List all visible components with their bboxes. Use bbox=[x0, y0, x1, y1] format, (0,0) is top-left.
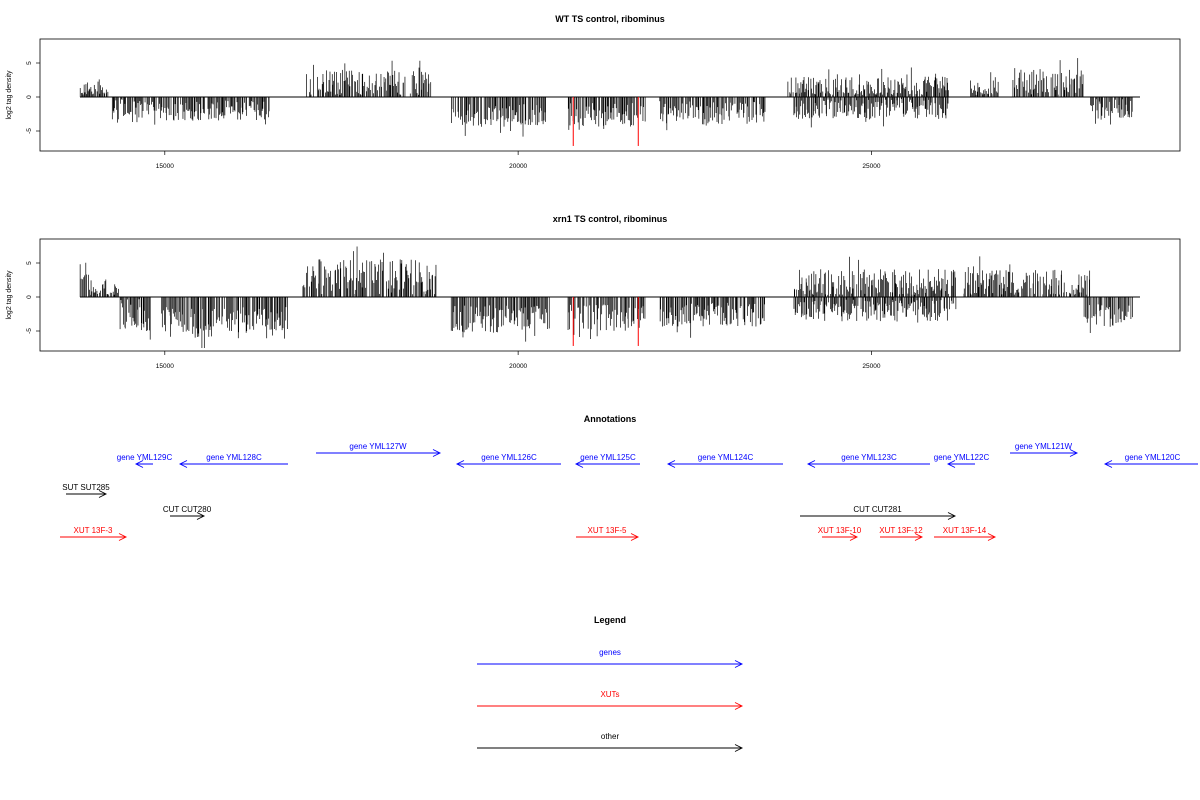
legend-title: Legend bbox=[594, 615, 626, 625]
annotation-arrow bbox=[1010, 449, 1079, 457]
annotation-arrow bbox=[316, 449, 442, 457]
annotation-items: gene YML129C gene YML128C gene YML127W gene… bbox=[60, 442, 1198, 541]
x-tick-label: 15000 bbox=[156, 163, 174, 170]
wt-track-title: WT TS control, ribominus bbox=[555, 14, 665, 24]
legend-arrow-xut bbox=[477, 702, 744, 710]
y-tick-label: 0 bbox=[26, 95, 33, 99]
legend-label-gene: genes bbox=[599, 648, 621, 657]
annotation-label: CUT CUT280 bbox=[163, 505, 212, 514]
annotation-arrow bbox=[178, 460, 288, 468]
annotation-arrow bbox=[455, 460, 561, 468]
annotation-arrow bbox=[822, 533, 859, 541]
legend-items: genes XUTs other bbox=[477, 648, 744, 752]
annotation-label: CUT CUT281 bbox=[853, 505, 902, 514]
xrn1-y-axis: -5 0 5 bbox=[26, 261, 40, 334]
annotation-label: gene YML126C bbox=[481, 453, 537, 462]
y-tick-label: 5 bbox=[26, 261, 33, 265]
wt-density-bars bbox=[79, 58, 1140, 146]
xrn1-x-axis: 15000 20000 25000 bbox=[156, 351, 881, 370]
annotation-label: gene YML123C bbox=[841, 453, 897, 462]
annotation-label: gene YML120C bbox=[1125, 453, 1181, 462]
annotation-label: gene YML121W bbox=[1015, 442, 1073, 451]
xrn1-density-bars bbox=[79, 246, 1140, 348]
annotation-label: XUT 13F-3 bbox=[74, 526, 114, 535]
annotation-label: gene YML129C bbox=[117, 453, 173, 462]
x-tick-label: 20000 bbox=[509, 163, 527, 170]
y-tick-label: -5 bbox=[26, 328, 33, 334]
xrn1-track-panel: xrn1 TS control, ribominus 15000 20000 250… bbox=[6, 214, 1181, 370]
annotation-arrow bbox=[134, 460, 153, 468]
annotation-label: XUT 13F-14 bbox=[943, 526, 987, 535]
annotation-arrow bbox=[574, 460, 640, 468]
annotation-label: XUT 13F-10 bbox=[818, 526, 862, 535]
legend-arrow-gene bbox=[477, 660, 744, 668]
legend-label-other: other bbox=[601, 732, 620, 741]
x-tick-label: 20000 bbox=[509, 363, 527, 370]
legend-arrow-other bbox=[477, 744, 744, 752]
legend-panel: Legend genes XUTs other bbox=[477, 615, 744, 752]
annotation-label: SUT SUT285 bbox=[62, 483, 110, 492]
wt-y-axis: -5 0 5 bbox=[26, 61, 40, 134]
xrn1-plot-frame bbox=[39, 238, 1181, 352]
annotations-panel: Annotations gene YML129C gene YML128Cgene… bbox=[60, 414, 1198, 541]
legend-label-xut: XUTs bbox=[600, 690, 619, 699]
annotation-arrow bbox=[800, 512, 957, 520]
annotation-label: gene YML122C bbox=[934, 453, 990, 462]
annotation-label: gene YML124C bbox=[698, 453, 754, 462]
wt-track-panel: WT TS control, ribominus 15000 20000 25000… bbox=[6, 14, 1181, 170]
annotation-arrow bbox=[934, 533, 997, 541]
annotation-arrow bbox=[1103, 460, 1198, 468]
annotation-label: gene YML125C bbox=[580, 453, 636, 462]
xrn1-y-axis-label: log2 tag density bbox=[6, 270, 13, 320]
annotation-label: gene YML128C bbox=[206, 453, 262, 462]
y-tick-label: -5 bbox=[26, 128, 33, 134]
xrn1-track-title: xrn1 TS control, ribominus bbox=[553, 214, 668, 224]
annotation-arrow bbox=[946, 460, 975, 468]
annotation-arrow bbox=[170, 512, 206, 520]
annotations-title: Annotations bbox=[584, 414, 637, 424]
wt-x-axis: 15000 20000 25000 bbox=[156, 151, 881, 170]
annotation-arrow bbox=[806, 460, 930, 468]
wt-plot-frame bbox=[39, 38, 1181, 152]
annotation-label: gene YML127W bbox=[349, 442, 407, 451]
x-tick-label: 25000 bbox=[862, 163, 880, 170]
annotation-arrow bbox=[576, 533, 640, 541]
annotation-label: XUT 13F-12 bbox=[879, 526, 923, 535]
x-tick-label: 15000 bbox=[156, 363, 174, 370]
y-tick-label: 5 bbox=[26, 61, 33, 65]
annotation-arrow bbox=[666, 460, 783, 468]
wt-y-axis-label: log2 tag density bbox=[6, 70, 13, 120]
y-tick-label: 0 bbox=[26, 295, 33, 299]
annotation-arrow bbox=[60, 533, 128, 541]
annotation-label: XUT 13F-5 bbox=[588, 526, 628, 535]
x-tick-label: 25000 bbox=[862, 363, 880, 370]
annotation-arrow bbox=[880, 533, 924, 541]
annotation-arrow bbox=[66, 490, 108, 498]
